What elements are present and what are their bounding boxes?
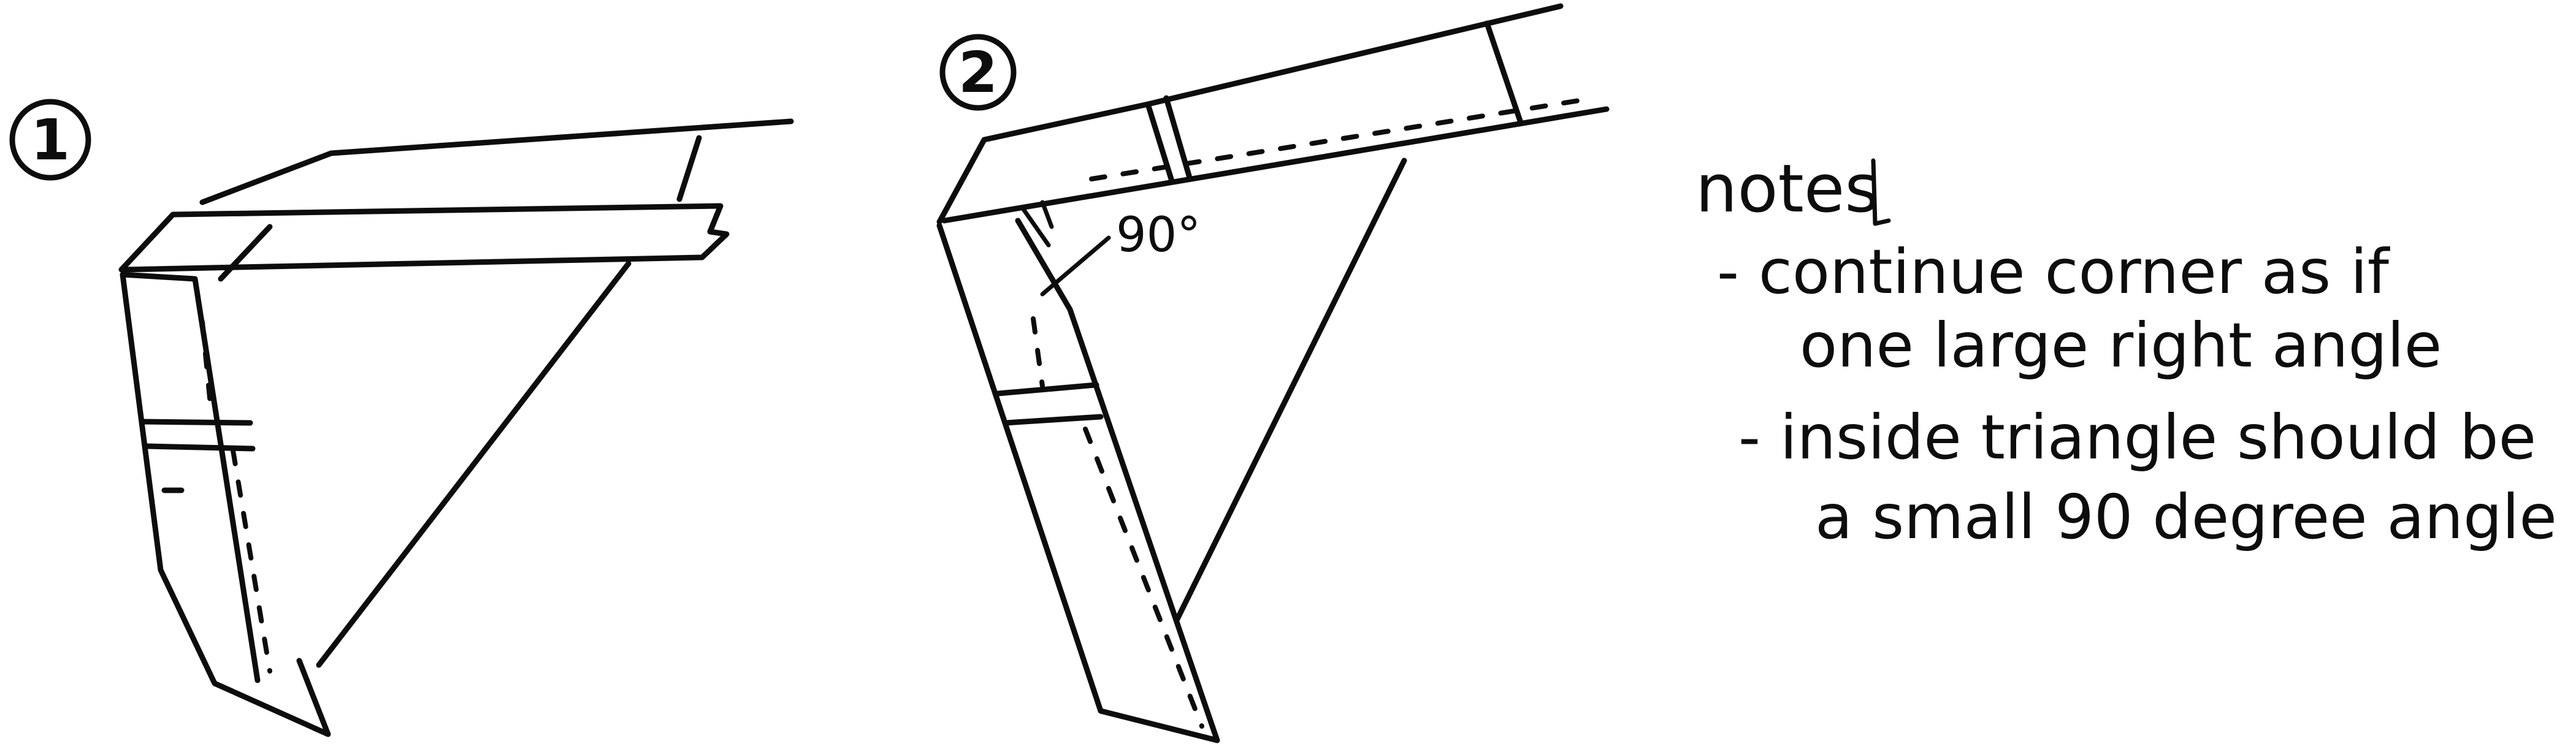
note-1-line-2: one large right angle [1800, 310, 2442, 381]
step-1-marker [9, 99, 91, 181]
step-1-horizontal-strip [118, 203, 730, 273]
step-1-diagram: 1 [9, 99, 794, 737]
step-2-diagonal-brace [1174, 158, 1407, 622]
step-1-number: 1 [31, 107, 70, 173]
note-2-line-1: - inside triangle should be [1738, 401, 2536, 473]
note-2-line-2: a small 90 degree angle [1815, 481, 2557, 553]
step-2-number: 2 [958, 40, 998, 105]
notes-heading: notes [1695, 151, 1879, 227]
step-1-upper-strip [199, 118, 794, 205]
step-2-angle-label: 90° [1116, 208, 1201, 263]
step-2-marker [939, 34, 1017, 111]
step-2-diagram: 2 90° [936, 3, 1610, 743]
note-1-line-1: - continue corner as if [1717, 236, 2391, 308]
step-1-diagonal-brace [316, 260, 632, 668]
notes-heading-bracket [1871, 158, 1891, 226]
step-2-upper-arm [936, 3, 1564, 225]
notes-block: notes - continue corner as if one large … [1695, 151, 2557, 553]
step-1-vertical-leg [120, 272, 331, 737]
step-2-vertical-leg [936, 218, 1220, 743]
